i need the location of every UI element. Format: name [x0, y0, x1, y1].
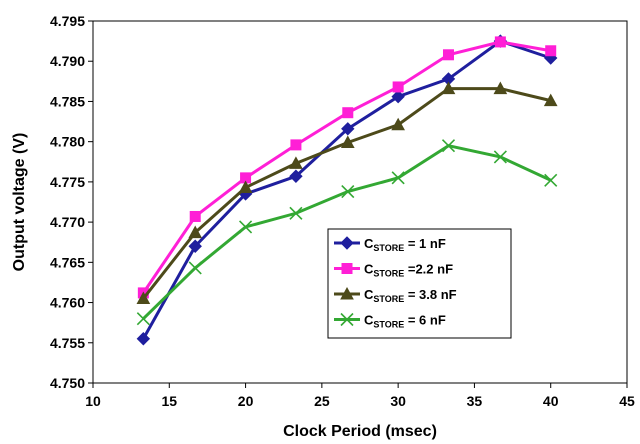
x-tick-label: 30	[390, 393, 406, 409]
data-point	[188, 261, 202, 275]
y-tick-label: 4.770	[50, 214, 85, 230]
y-tick-label: 4.760	[50, 295, 85, 311]
data-point	[341, 184, 355, 199]
data-point	[493, 150, 507, 164]
data-point	[544, 173, 558, 187]
data-point	[494, 36, 506, 48]
y-tick-label: 4.785	[50, 93, 85, 109]
legend-label-value: =2.2 nF	[404, 262, 453, 277]
y-tick-label: 4.790	[50, 53, 85, 69]
legend-item-4: CSTORE = 6 nF	[334, 313, 446, 330]
legend-label-subscript: STORE	[373, 243, 404, 253]
legend-label: CSTORE = 1 nF	[364, 236, 446, 253]
marker-stroke	[493, 150, 507, 164]
legend-label-main: C	[364, 313, 374, 328]
data-point	[391, 117, 405, 131]
x-tick-label: 35	[467, 393, 483, 409]
x-tick-label: 10	[85, 393, 101, 409]
legend-marker	[340, 286, 354, 300]
legend-marker	[340, 312, 354, 327]
legend-label-value: = 1 nF	[404, 236, 446, 251]
data-point	[289, 156, 303, 169]
data-point	[136, 332, 151, 346]
legend-label: CSTORE = 6 nF	[364, 313, 446, 330]
x-tick-label: 40	[543, 393, 559, 409]
x-tick-label: 15	[161, 393, 177, 409]
data-point	[543, 93, 558, 107]
marker-stroke	[239, 220, 253, 234]
data-point	[342, 107, 354, 119]
data-point	[188, 225, 203, 239]
marker-stroke	[544, 173, 558, 187]
legend-label: CSTORE = 3.8 nF	[364, 287, 457, 304]
x-axis-title: Clock Period (msec)	[283, 423, 437, 440]
legend-label-value: = 6 nF	[404, 313, 446, 328]
y-tick-label: 4.795	[50, 13, 85, 29]
marker-stroke	[188, 261, 202, 275]
data-point	[290, 139, 302, 151]
legend-item-2: CSTORE =2.2 nF	[334, 262, 453, 279]
y-axis-title: Output voltage (V)	[11, 133, 28, 272]
legend-label-subscript: STORE	[373, 269, 404, 279]
marker-stroke	[289, 206, 303, 220]
marker-stroke	[441, 139, 456, 153]
y-tick-label: 4.750	[50, 375, 85, 391]
marker-stroke	[341, 184, 355, 199]
data-point	[188, 239, 202, 253]
legend-label-main: C	[364, 262, 374, 277]
data-point	[340, 135, 355, 148]
data-point	[136, 291, 151, 305]
data-point	[545, 45, 557, 57]
legend-label-value: = 3.8 nF	[404, 287, 456, 302]
marker-stroke	[391, 171, 405, 185]
data-point	[238, 180, 253, 194]
series-3	[136, 81, 558, 305]
legend-marker	[341, 263, 353, 274]
data-point	[442, 49, 454, 61]
legend-label-subscript: STORE	[373, 294, 404, 304]
y-tick-label: 4.765	[50, 254, 85, 270]
series-layer	[136, 34, 558, 346]
data-point	[136, 312, 150, 326]
y-tick-label: 4.755	[50, 335, 85, 351]
axes: 10 15 20 25 30 35 40 45 4.750 4.755 4.760 4.765 4.77…	[50, 13, 635, 409]
y-tick-label: 4.780	[50, 134, 85, 150]
data-point	[391, 171, 405, 185]
legend-label: CSTORE =2.2 nF	[364, 262, 453, 279]
data-point	[289, 169, 303, 183]
legend-label-subscript: STORE	[373, 320, 404, 330]
legend-item-3: CSTORE = 3.8 nF	[334, 286, 457, 304]
marker-stroke	[136, 312, 150, 326]
legend-label-main: C	[364, 236, 374, 251]
series-4	[136, 139, 558, 326]
x-tick-label: 20	[238, 393, 254, 409]
legend-marker	[340, 236, 354, 250]
y-tick-label: 4.775	[50, 174, 85, 190]
data-point	[493, 81, 508, 95]
legend-label-main: C	[364, 287, 374, 302]
data-point	[392, 81, 404, 93]
data-point	[441, 81, 456, 95]
data-point	[341, 122, 355, 136]
legend-item-1: CSTORE = 1 nF	[334, 236, 446, 253]
data-point	[391, 89, 405, 104]
series-2	[137, 36, 557, 299]
data-point	[289, 206, 303, 220]
data-point	[441, 139, 456, 153]
marker-stroke	[340, 312, 354, 327]
data-point	[189, 210, 201, 222]
x-tick-label: 45	[619, 393, 635, 409]
x-tick-label: 25	[314, 393, 330, 409]
data-point	[239, 220, 253, 234]
